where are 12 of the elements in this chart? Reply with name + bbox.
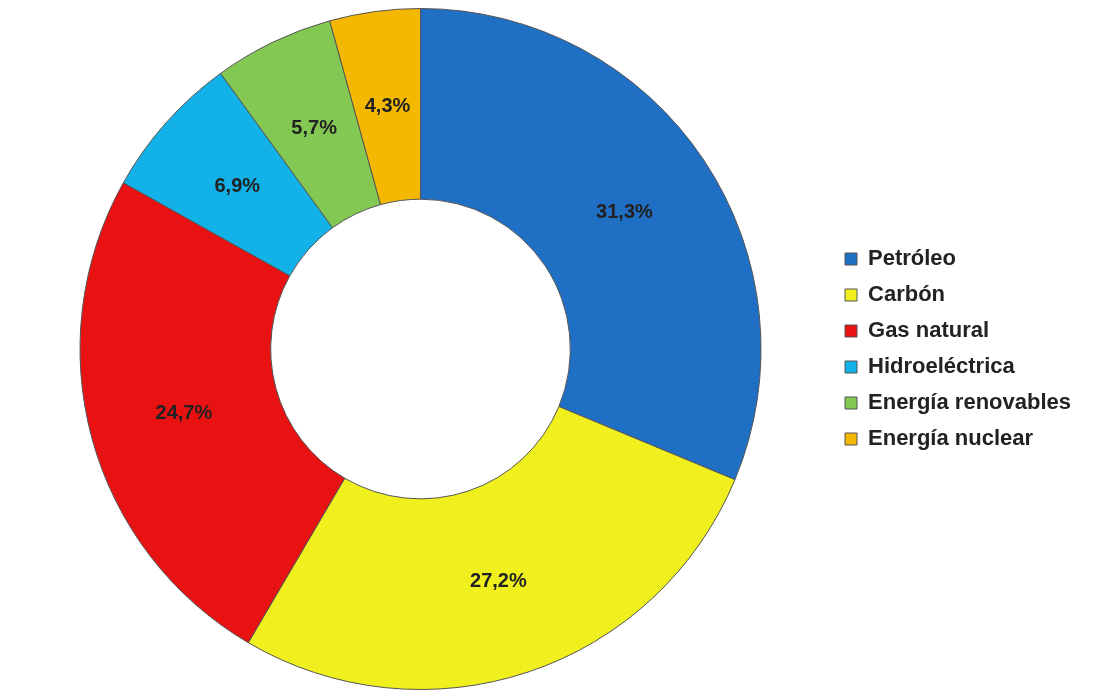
legend-label: Gas natural <box>868 317 990 343</box>
legend-label: Energía renovables <box>868 389 1072 415</box>
legend-label: Petróleo <box>868 245 957 271</box>
legend-label: Carbón <box>868 281 946 307</box>
legend-label: Energía nuclear <box>868 425 1034 451</box>
data-label: 6,9% <box>214 173 261 196</box>
data-label: 27,2% <box>470 568 527 591</box>
data-label: 5,7% <box>291 115 338 138</box>
data-label: 4,3% <box>364 93 411 116</box>
legend-label: Hidroeléctrica <box>868 353 1016 379</box>
data-label: 24,7% <box>155 400 213 423</box>
data-label: 31,3% <box>596 200 653 223</box>
